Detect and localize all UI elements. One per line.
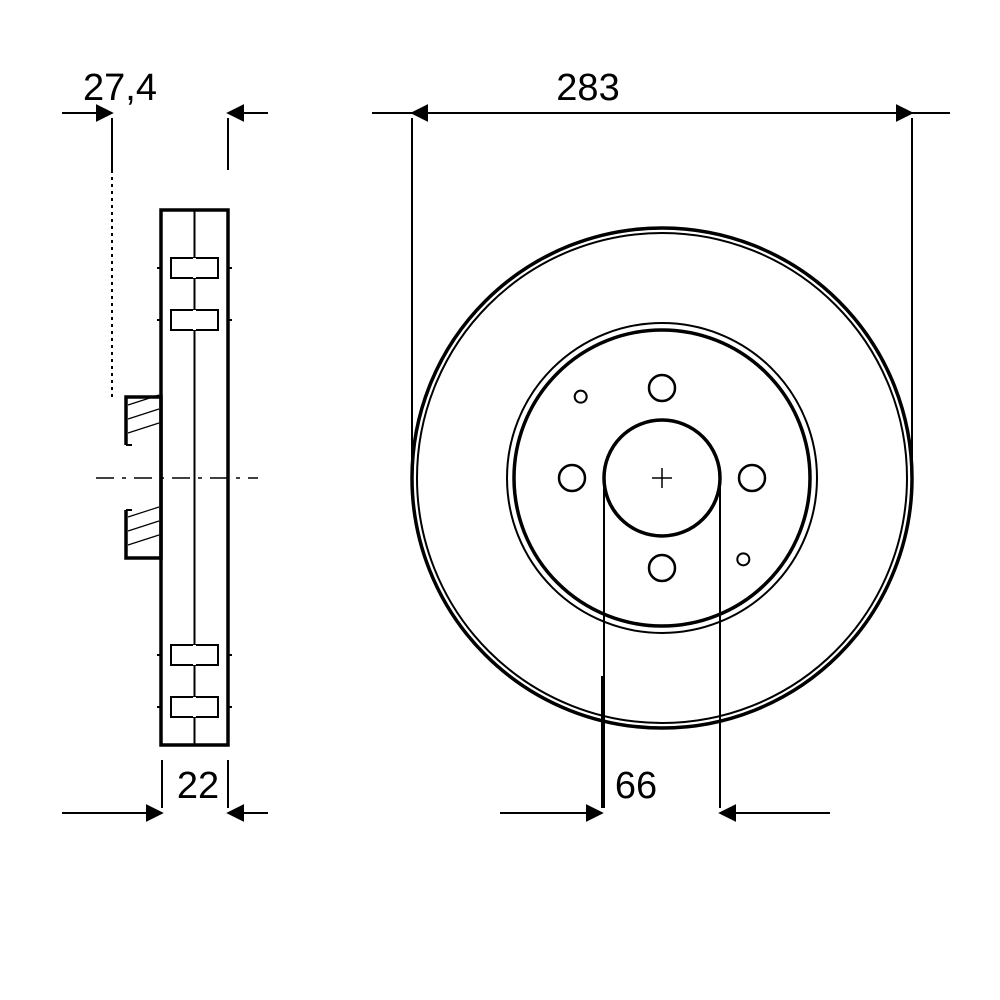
side-view [96,170,258,745]
dim-label: 283 [556,67,619,109]
dim-label: 66 [615,765,657,807]
face-view [412,118,912,808]
brake-disc-drawing: 27,4 22 283 66 [0,0,1000,1000]
dim-label: 27,4 [83,67,157,109]
dim-label: 22 [177,765,219,807]
